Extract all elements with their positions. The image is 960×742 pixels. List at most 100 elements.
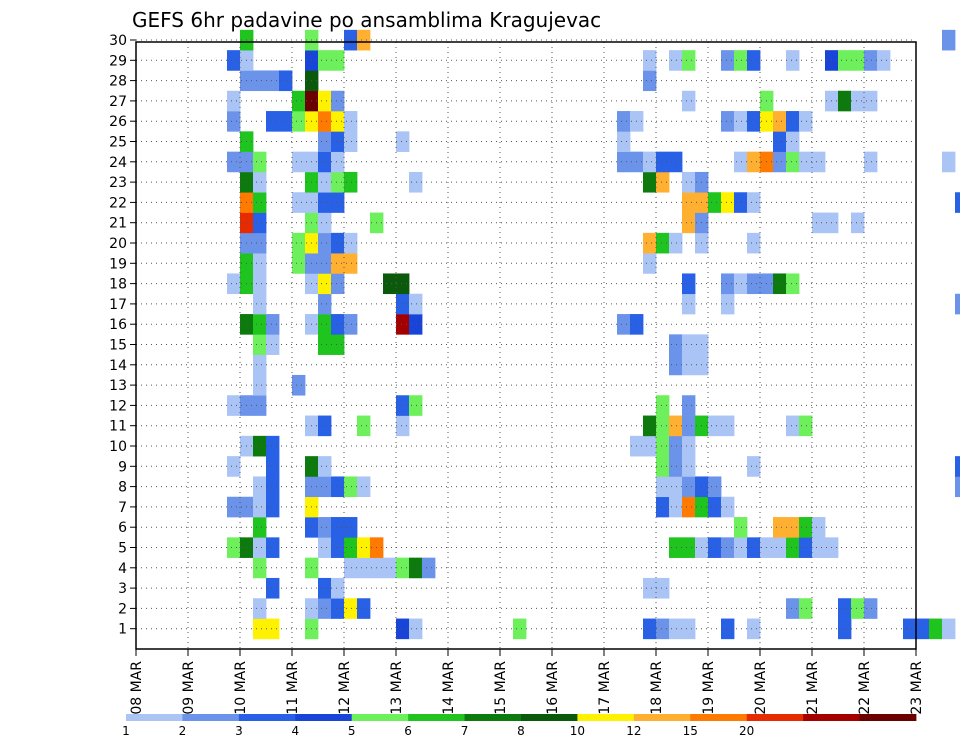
y-tick-label: 17 <box>109 297 127 313</box>
heatmap-cell <box>253 273 267 295</box>
heatmap-cell <box>331 476 345 498</box>
heatmap-cell <box>643 577 657 599</box>
heatmap-cell <box>331 253 345 274</box>
heatmap-cell <box>266 70 280 92</box>
colorbar-label: 4 <box>291 724 299 738</box>
heatmap-cell <box>669 456 683 477</box>
heatmap-cell <box>747 151 761 173</box>
heatmap-cell <box>669 537 683 558</box>
heatmap-cell <box>656 456 670 477</box>
heatmap-cell <box>773 131 787 152</box>
heatmap-cell <box>318 293 332 315</box>
heatmap-cell <box>318 598 332 619</box>
heatmap-cell <box>266 476 280 498</box>
heatmap-cell <box>344 131 358 152</box>
colorbar-label: 1 <box>122 724 130 738</box>
heatmap-cell <box>331 517 345 538</box>
heatmap-cell <box>292 192 306 213</box>
heatmap-cell <box>318 171 332 193</box>
heatmap-cell <box>357 537 371 558</box>
heatmap-cell <box>253 374 267 396</box>
heatmap-cell <box>344 517 358 538</box>
heatmap-cell <box>318 334 332 355</box>
heatmap-cell <box>344 111 358 132</box>
y-tick-label: 12 <box>109 398 127 414</box>
heatmap-cell <box>682 456 696 477</box>
heatmap-cell <box>331 151 345 173</box>
heatmap-cell <box>396 131 410 152</box>
heatmap-cell <box>786 537 800 558</box>
heatmap-cell <box>266 537 280 558</box>
heatmap-cell <box>253 517 267 538</box>
colorbar-label: 15 <box>683 724 698 738</box>
x-tick-label: 21 MAR <box>805 661 821 715</box>
y-tick-label: 10 <box>109 439 127 455</box>
heatmap-cell <box>708 192 722 213</box>
heatmap-cell <box>344 171 358 193</box>
heatmap-cell <box>396 618 410 640</box>
y-tick-label: 27 <box>109 94 127 110</box>
heatmap-cell <box>318 90 332 112</box>
x-tick-label: 11 MAR <box>285 661 301 715</box>
y-tick-label: 22 <box>109 195 127 211</box>
heatmap-cell <box>799 151 813 173</box>
heatmap-cell <box>253 293 267 315</box>
heatmap-cell <box>253 253 267 274</box>
heatmap-cell <box>227 50 241 71</box>
heatmap-cell <box>721 293 735 315</box>
heatmap-cell <box>253 537 267 558</box>
heatmap-cell <box>955 192 960 213</box>
heatmap-cell <box>331 50 345 71</box>
heatmap-cell <box>357 476 371 498</box>
heatmap-cell <box>617 314 631 335</box>
x-tick-label: 14 MAR <box>441 661 457 715</box>
heatmap-cell <box>656 618 670 640</box>
heatmap-cell <box>266 111 280 132</box>
heatmap-cell <box>253 354 267 376</box>
heatmap-cell <box>799 517 813 538</box>
y-tick-label: 13 <box>109 378 127 394</box>
heatmap-cell <box>734 517 748 538</box>
heatmap-cell <box>721 618 735 640</box>
heatmap-cell <box>669 476 683 498</box>
heatmap-cell <box>773 273 787 295</box>
heatmap-cell <box>643 171 657 193</box>
heatmap-cell <box>721 111 735 132</box>
heatmap-cell <box>942 151 956 173</box>
heatmap-cell <box>682 334 696 355</box>
heatmap-cell <box>227 537 241 558</box>
heatmap-cell <box>318 253 332 274</box>
heatmap-cell <box>617 151 631 173</box>
y-tick-label: 3 <box>118 581 127 597</box>
colorbar-swatch <box>746 714 804 721</box>
heatmap-cell <box>357 415 371 437</box>
y-tick-label: 26 <box>109 114 127 130</box>
heatmap-cell <box>682 476 696 498</box>
heatmap-cell <box>708 496 722 518</box>
heatmap-cell <box>253 192 267 213</box>
heatmap-cell <box>331 314 345 335</box>
heatmap-cell <box>266 577 280 599</box>
heatmap-cell <box>812 212 826 234</box>
y-tick-label: 14 <box>109 358 127 374</box>
y-tick-label: 7 <box>118 500 127 516</box>
heatmap-cell <box>357 29 371 51</box>
colorbar: 1 2 3 4 5 6 7 8 10 12 15 20 <box>122 714 917 738</box>
heatmap-cell <box>851 90 865 112</box>
heatmap-cell <box>643 50 657 71</box>
heatmap-cell <box>318 415 332 437</box>
heatmap-cell <box>734 537 748 558</box>
heatmap-cell <box>357 598 371 619</box>
heatmap-cell <box>292 253 306 274</box>
heatmap-cell <box>656 151 670 173</box>
heatmap-cell <box>747 456 761 477</box>
heatmap-cell <box>344 253 358 274</box>
heatmap-cell <box>786 111 800 132</box>
heatmap-cell <box>864 151 878 173</box>
heatmap-cell <box>279 70 293 92</box>
heatmap-cell <box>656 476 670 498</box>
heatmap-cell <box>383 557 397 579</box>
heatmap-cell <box>253 476 267 498</box>
heatmap-cell <box>734 273 748 295</box>
heatmap-cell <box>227 90 241 112</box>
